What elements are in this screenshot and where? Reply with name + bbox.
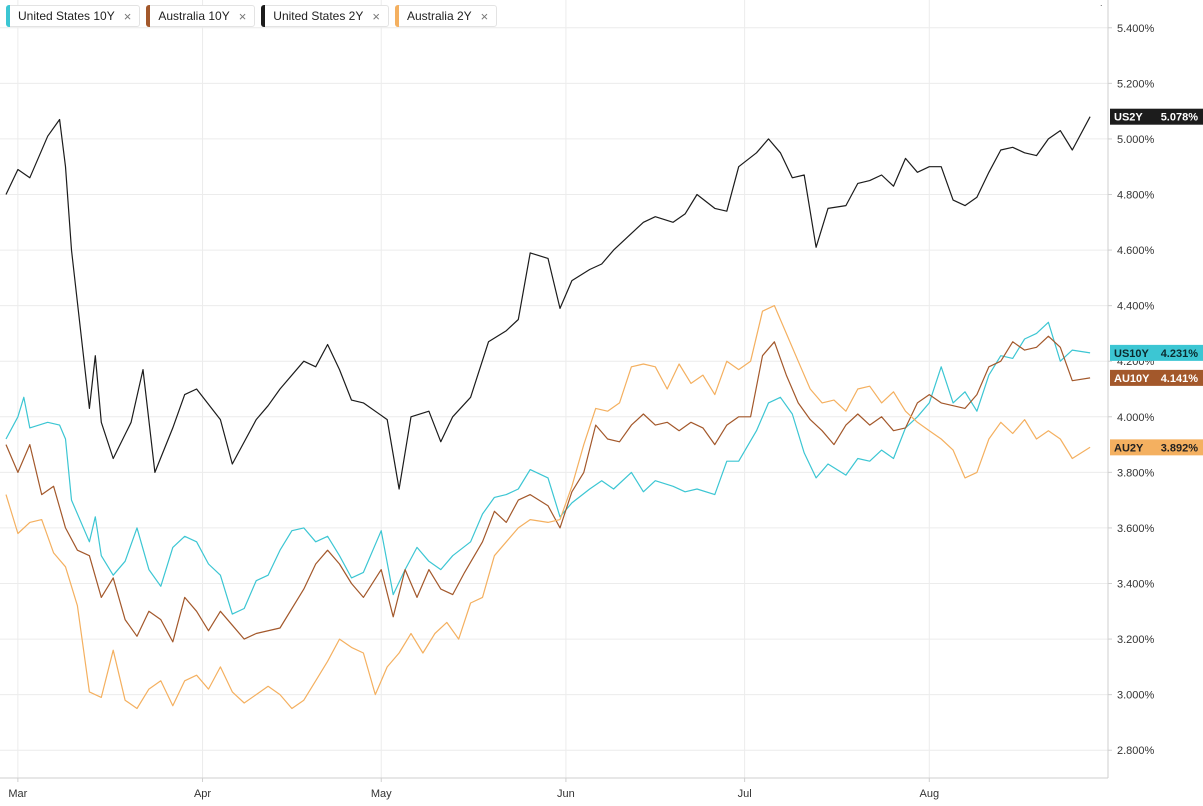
last-value-tag-au2y: AU2Y 3.892% <box>1110 439 1203 456</box>
series-legend: United States 10Y × Australia 10Y × Unit… <box>6 5 498 27</box>
legend-chip-us10y[interactable]: United States 10Y × <box>6 5 141 27</box>
x-tick-label: Jun <box>557 788 575 800</box>
tag-background <box>1110 344 1203 361</box>
y-tick-label: 4.400% <box>1117 301 1155 313</box>
tag-value: 4.231% <box>1161 348 1199 360</box>
legend-chip-au10y[interactable]: Australia 10Y × <box>146 5 256 27</box>
x-tick-label: Aug <box>920 788 940 800</box>
close-icon[interactable]: × <box>480 8 489 24</box>
last-value-tags: US2Y 5.078% US10Y 4.231% AU10Y 4.141% AU2Y 3.89… <box>1110 108 1203 456</box>
y-tick-label: 4.800% <box>1117 190 1155 202</box>
series-lines <box>5 116 1091 710</box>
legend-label: Australia 2Y <box>406 9 472 23</box>
legend-chip-au2y[interactable]: Australia 2Y × <box>394 5 498 27</box>
grid-lines <box>0 0 1108 778</box>
y-tick-label: 3.800% <box>1117 467 1155 479</box>
last-value-tag-us2y: US2Y 5.078% <box>1110 108 1203 125</box>
tag-background <box>1110 108 1203 125</box>
close-icon[interactable]: × <box>238 8 247 24</box>
series-color-swatch <box>261 5 266 27</box>
price-axis-ticks: 5.400%5.200%5.000%4.800%4.600%4.400%4.20… <box>1108 23 1155 757</box>
tag-symbol: US2Y <box>1114 112 1143 124</box>
series-color-swatch <box>146 5 151 27</box>
close-icon[interactable]: × <box>123 8 132 24</box>
y-tick-label: 5.200% <box>1117 78 1155 90</box>
x-tick-label: Mar <box>8 788 27 800</box>
legend-label: Australia 10Y <box>158 9 230 23</box>
series-line-au2y <box>5 305 1091 710</box>
legend-chip-us2y[interactable]: United States 2Y × <box>261 5 389 27</box>
tag-value: 5.078% <box>1161 112 1199 124</box>
y-tick-label: 3.600% <box>1117 523 1155 535</box>
close-icon[interactable]: × <box>372 8 380 24</box>
y-tick-label: 3.200% <box>1117 634 1155 646</box>
tag-symbol: AU2Y <box>1114 442 1144 454</box>
tag-background <box>1110 369 1203 386</box>
y-tick-label: 3.000% <box>1117 690 1155 702</box>
last-value-tag-us10y: US10Y 4.231% <box>1110 344 1203 361</box>
x-tick-label: May <box>371 788 392 800</box>
x-tick-label: Apr <box>194 788 211 800</box>
y-tick-label: 5.000% <box>1117 134 1155 146</box>
series-line-au10y <box>5 335 1091 643</box>
series-color-swatch <box>6 5 10 27</box>
y-tick-label: 4.000% <box>1117 412 1155 424</box>
legend-label: United States 10Y <box>18 9 115 23</box>
time-axis-ticks: Mar Apr May Jun Jul Aug <box>8 778 939 800</box>
axis-corner-dot: . <box>1100 0 1103 8</box>
tag-background <box>1110 439 1203 456</box>
tag-value: 3.892% <box>1161 442 1199 454</box>
last-value-tag-au10y: AU10Y 4.141% <box>1110 369 1203 386</box>
y-tick-label: 3.400% <box>1117 579 1155 591</box>
tag-symbol: US10Y <box>1114 348 1150 360</box>
series-line-us2y <box>5 116 1091 490</box>
tag-value: 4.141% <box>1161 373 1199 385</box>
y-tick-label: 4.600% <box>1117 245 1155 257</box>
series-color-swatch <box>394 5 399 27</box>
series-line-us10y <box>5 321 1091 615</box>
y-tick-label: 5.400% <box>1117 23 1155 35</box>
x-tick-label: Jul <box>738 788 752 800</box>
y-tick-label: 2.800% <box>1117 745 1155 757</box>
legend-label: United States 2Y <box>273 9 364 23</box>
tag-symbol: AU10Y <box>1114 373 1150 385</box>
